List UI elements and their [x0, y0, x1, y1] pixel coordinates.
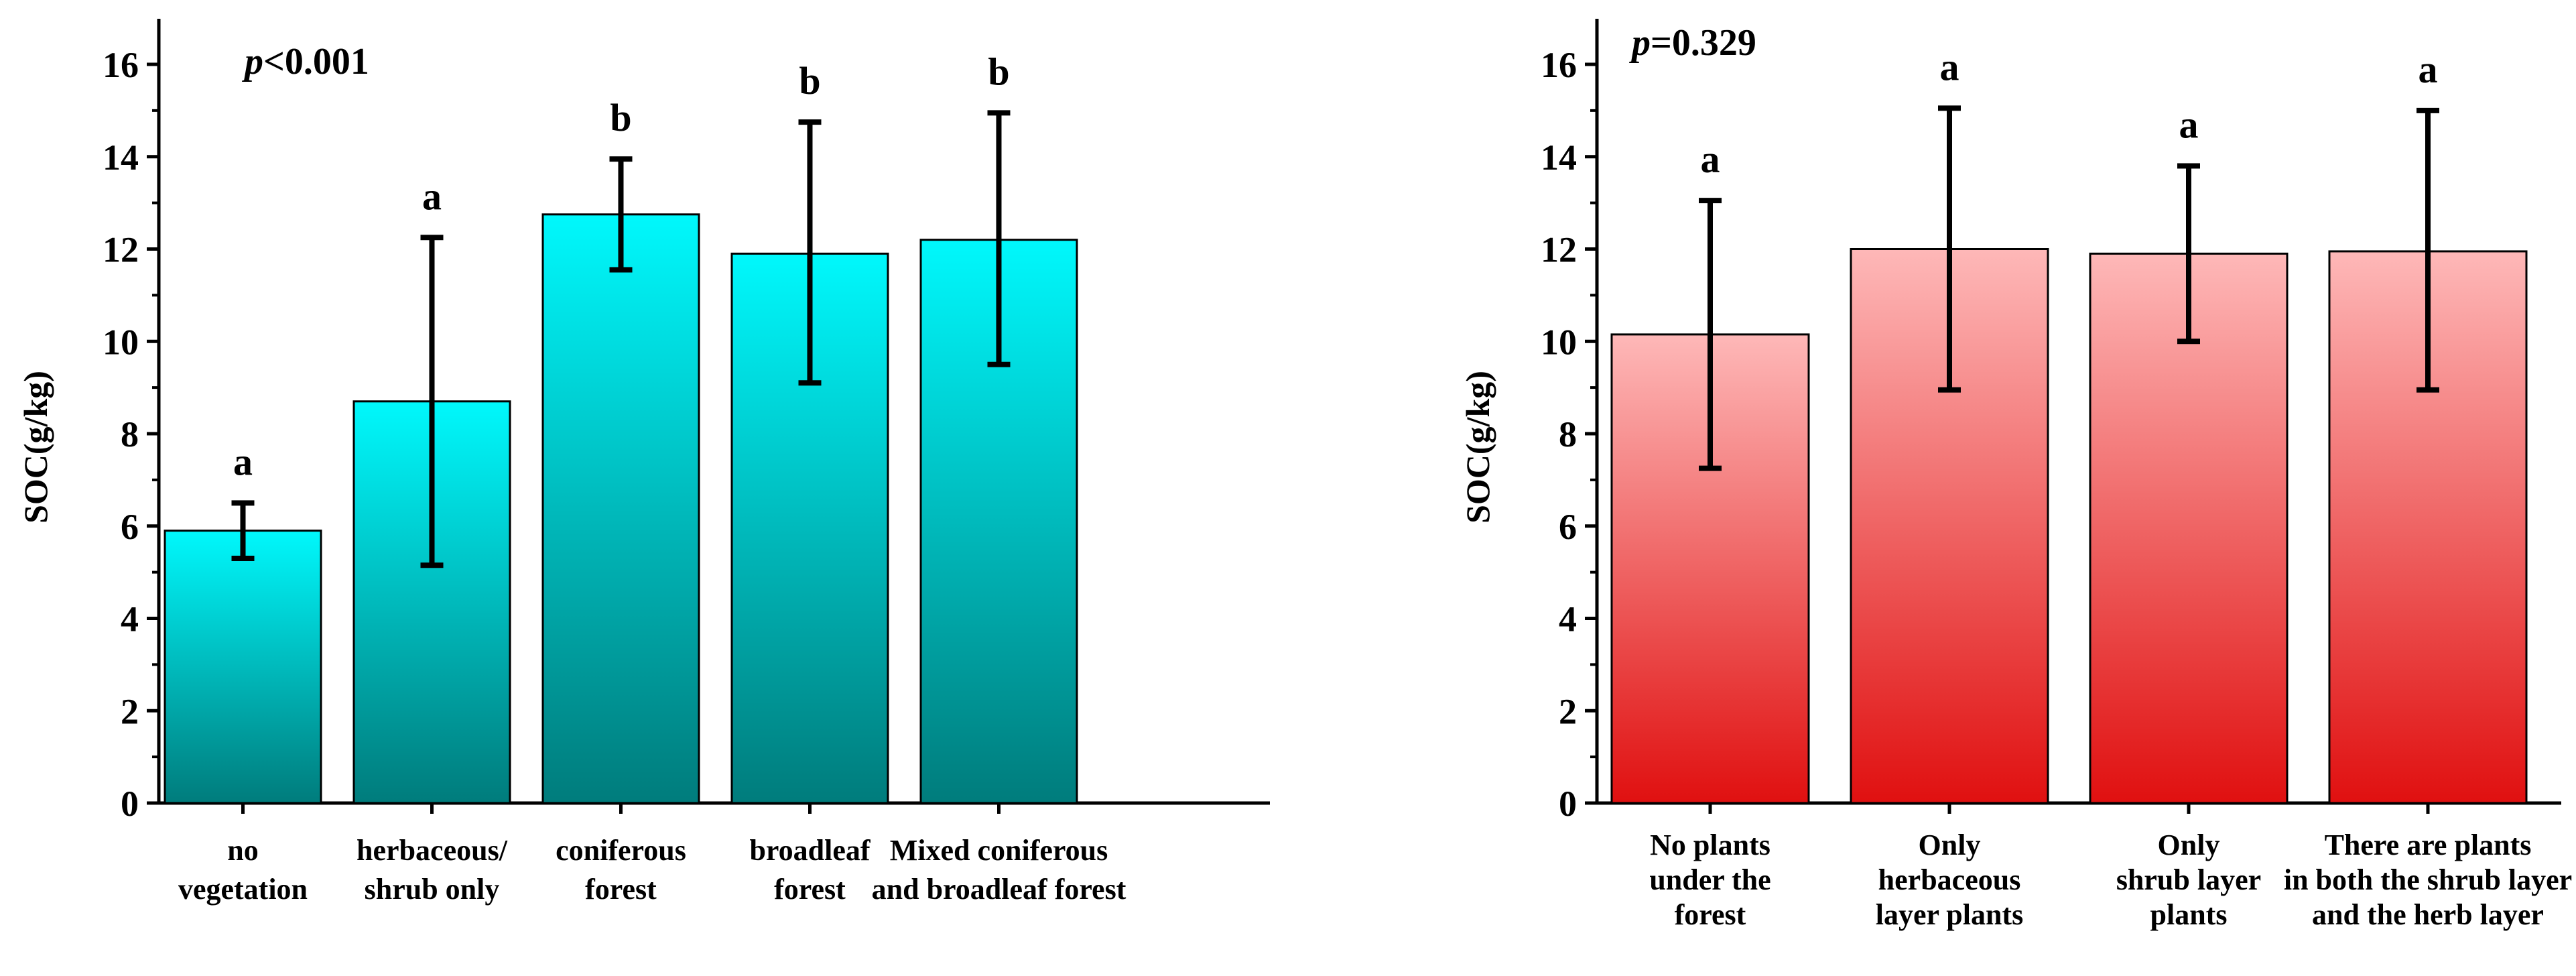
x-tick-label-line: in both the shrub layer	[2284, 863, 2572, 896]
x-tick-label-line: coniferous	[556, 834, 686, 867]
x-tick-label-line: herbaceous	[1878, 863, 2021, 896]
x-tick-label-line: and the herb layer	[2312, 898, 2544, 931]
x-tick-label-line: Mixed coniferous	[890, 834, 1108, 867]
x-tick-label: There are plants in both the shrub layer a…	[2284, 829, 2572, 931]
x-tick-label: Mixed coniferous and broadleaf forest	[872, 834, 1126, 906]
y-tick-label: 10	[1541, 322, 1577, 362]
p-value-number: =0.329	[1651, 22, 1756, 64]
x-tick-label-line: Only	[2158, 829, 2220, 861]
x-tick-label-line: plants	[2150, 898, 2228, 931]
p-value-number: <0.001	[263, 41, 369, 82]
y-tick-label: 4	[1559, 599, 1577, 639]
x-tick-label-line: shrub only	[365, 873, 500, 906]
x-tick-label-line: vegetation	[178, 873, 308, 906]
significance-letter: a	[2179, 103, 2199, 147]
y-tick-label: 16	[1541, 45, 1577, 85]
x-tick-label: coniferous forest	[556, 834, 686, 906]
significance-letter: a	[422, 174, 442, 218]
x-tick-label-line: and broadleaf forest	[872, 873, 1126, 906]
x-tick-label-line: shrub layer	[2116, 863, 2261, 896]
x-tick-label: herbaceous/shrub only	[357, 834, 508, 906]
y-axis-label: SOC(g/kg)	[17, 371, 54, 524]
significance-letter: a	[2419, 48, 2438, 91]
y-tick-label: 2	[1559, 691, 1577, 731]
x-tick-label-line: broadleaf	[749, 834, 871, 867]
y-tick-label: 8	[1559, 414, 1577, 454]
x-tick-label-line: under the	[1649, 863, 1770, 896]
significance-letter: b	[610, 96, 631, 139]
y-tick-label: 6	[1559, 507, 1577, 547]
y-tick-label: 14	[1541, 137, 1577, 178]
significance-letter: b	[988, 50, 1009, 93]
x-tick-label: Only shrub layer plants	[2116, 829, 2261, 931]
y-tick-label: 14	[103, 137, 139, 178]
p-value-annotation: p<0.001	[242, 41, 369, 82]
bar	[541, 213, 700, 804]
y-tick-label: 10	[103, 322, 139, 362]
x-tick-label: No plants under the forest	[1649, 829, 1770, 931]
y-tick-label: 6	[121, 507, 139, 547]
right-chart-panel: 0 2 4 6 8 10 12 14 16 SOC(g/kg) p=0.329 a No plants u…	[1459, 19, 2572, 931]
significance-letter: a	[1701, 137, 1720, 181]
x-tick-label-line: forest	[585, 873, 657, 906]
p-value-prefix: p	[1629, 22, 1651, 64]
y-tick-label: 12	[103, 230, 139, 270]
x-tick-label-line: forest	[1675, 898, 1746, 931]
y-tick-label: 0	[121, 784, 139, 824]
significance-letter: a	[1940, 45, 1959, 88]
y-tick-label: 16	[103, 45, 139, 85]
x-tick-label: Only herbaceous layer plants	[1876, 829, 2023, 931]
x-tick-label-line: forest	[774, 873, 846, 906]
y-axis-label: SOC(g/kg)	[1459, 371, 1496, 524]
x-tick-label-line: There are plants	[2325, 829, 2532, 861]
significance-letter: a	[233, 440, 253, 483]
x-tick-label-line: layer plants	[1876, 898, 2023, 931]
bar	[2089, 252, 2289, 804]
y-tick-label: 0	[1559, 784, 1577, 824]
y-tick-label: 12	[1541, 230, 1577, 270]
x-tick-label-line: no	[227, 834, 258, 867]
y-tick-label: 4	[121, 599, 139, 639]
x-tick-label-line: herbaceous/	[357, 834, 508, 867]
bar	[164, 530, 322, 804]
x-tick-label: no vegetation	[178, 834, 308, 906]
x-tick-label-line: Only	[1919, 829, 1981, 861]
p-value-prefix: p	[242, 41, 263, 82]
x-tick-label: broadleaf forest	[749, 834, 871, 906]
y-tick-label: 8	[121, 414, 139, 454]
significance-letter: b	[799, 59, 820, 103]
left-chart-panel: 0 2 4 6 8 10 12 14 16 SOC(g/kg) p<0.001 a no vegetati…	[17, 19, 1270, 906]
x-tick-label-line: No plants	[1650, 829, 1770, 861]
p-value-annotation: p=0.329	[1629, 22, 1756, 64]
y-tick-label: 2	[121, 691, 139, 731]
